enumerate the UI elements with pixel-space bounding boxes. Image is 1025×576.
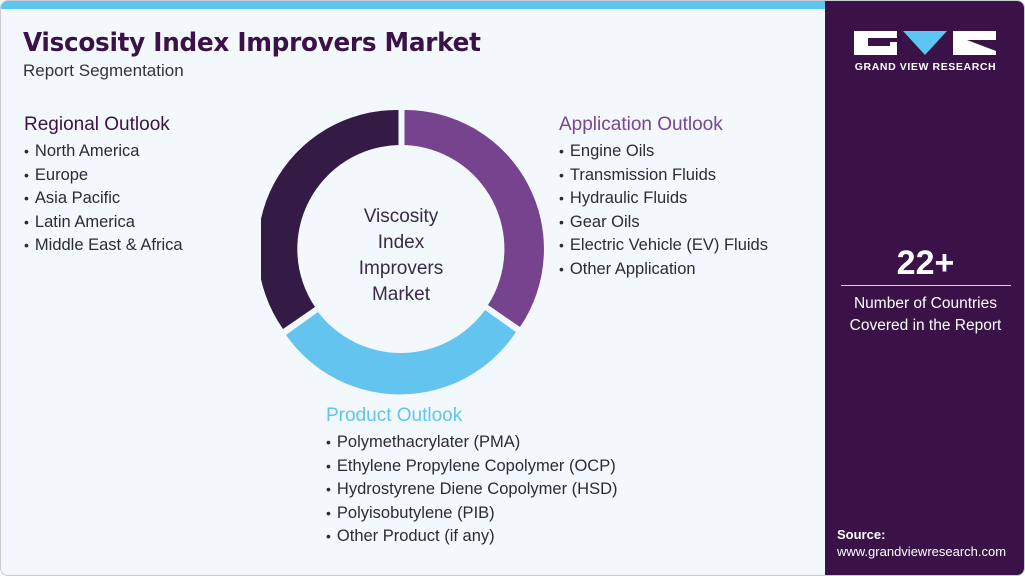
list-item: Europe bbox=[24, 164, 183, 188]
donut-segment-regional bbox=[261, 109, 399, 329]
donut-segment-product bbox=[286, 310, 516, 395]
application-outlook-heading: Application Outlook bbox=[559, 114, 723, 135]
countries-count: 22+ bbox=[896, 244, 955, 282]
list-item: Hydrostyrene Diene Copolymer (HSD) bbox=[326, 478, 618, 502]
list-item: Polyisobutylene (PIB) bbox=[326, 502, 618, 526]
donut-segment-application bbox=[404, 109, 544, 327]
list-item: Ethylene Propylene Copolymer (OCP) bbox=[326, 455, 618, 479]
countries-label-line: Covered in the Report bbox=[849, 317, 1002, 334]
regional-outlook-section: Regional Outlook North America Europe As… bbox=[24, 114, 183, 258]
list-item: North America bbox=[24, 140, 183, 164]
list-item: Hydraulic Fluids bbox=[559, 187, 768, 211]
regional-outlook-heading: Regional Outlook bbox=[24, 114, 170, 135]
source-url: www.grandviewresearch.com bbox=[837, 544, 1007, 559]
countries-label: Number of Countries Covered in the Repor… bbox=[825, 293, 1024, 337]
product-outlook-list: Polymethacrylater (PMA) Ethylene Propyle… bbox=[326, 431, 618, 549]
list-item: Gear Oils bbox=[559, 211, 768, 235]
center-label-line: Market bbox=[371, 284, 431, 305]
stat-divider bbox=[841, 285, 1011, 286]
source-label: Source: bbox=[837, 527, 886, 542]
product-outlook-section: Product Outlook Polymethacrylater (PMA) … bbox=[326, 405, 618, 549]
regional-outlook-list: North America Europe Asia Pacific Latin … bbox=[24, 140, 183, 258]
list-item: Transmission Fluids bbox=[559, 164, 768, 188]
donut-center-label: Viscosity Index Improvers Market bbox=[331, 204, 471, 308]
list-item: Asia Pacific bbox=[24, 187, 183, 211]
segmentation-donut-chart bbox=[261, 109, 544, 395]
list-item: Polymethacrylater (PMA) bbox=[326, 431, 618, 455]
list-item: Other Application bbox=[559, 258, 768, 282]
list-item: Engine Oils bbox=[559, 140, 768, 164]
countries-label-line: Number of Countries bbox=[853, 295, 997, 312]
center-label-line: Viscosity bbox=[363, 206, 439, 227]
gvr-logo-icon bbox=[854, 31, 996, 55]
logo-text: GRAND VIEW RESEARCH bbox=[854, 61, 997, 73]
application-outlook-section: Application Outlook Engine Oils Transmis… bbox=[559, 114, 768, 281]
page-title: Viscosity Index Improvers Market bbox=[23, 28, 481, 58]
product-outlook-heading: Product Outlook bbox=[326, 405, 463, 426]
list-item: Middle East & Africa bbox=[24, 234, 183, 258]
top-accent-bar bbox=[1, 1, 826, 9]
center-label-line: Improvers bbox=[358, 258, 444, 279]
list-item: Other Product (if any) bbox=[326, 525, 618, 549]
center-label-line: Index bbox=[377, 232, 425, 253]
list-item: Electric Vehicle (EV) Fluids bbox=[559, 234, 768, 258]
list-item: Latin America bbox=[24, 211, 183, 235]
page-subtitle: Report Segmentation bbox=[23, 61, 184, 80]
application-outlook-list: Engine Oils Transmission Fluids Hydrauli… bbox=[559, 140, 768, 281]
sidebar-panel bbox=[825, 1, 1024, 575]
